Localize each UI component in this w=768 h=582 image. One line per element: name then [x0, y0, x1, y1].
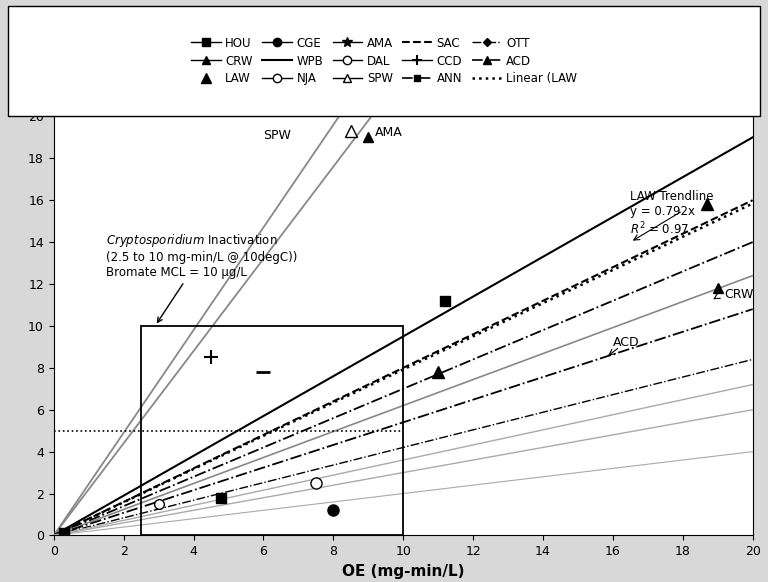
X-axis label: OE (mg-min/L): OE (mg-min/L)	[342, 564, 465, 579]
Text: ACD: ACD	[613, 336, 640, 349]
FancyBboxPatch shape	[8, 6, 760, 116]
Legend: HOU, CRW, LAW, CGE, WPB, NJA, AMA, DAL, SPW, SAC, CCD, ANN, OTT, ACD, Linear (LA: HOU, CRW, LAW, CGE, WPB, NJA, AMA, DAL, …	[187, 32, 581, 90]
Text: LAW Trendline
y = 0.792x
$R^2$ = 0.97: LAW Trendline y = 0.792x $R^2$ = 0.97	[631, 190, 713, 237]
Bar	[141, 326, 403, 535]
Text: SPW: SPW	[263, 129, 291, 141]
Text: AMA: AMA	[376, 126, 403, 140]
Text: $\it{Cryptosporidium}$ Inactivation
(2.5 to 10 mg-min/L @ 10degC))
Bromate MCL =: $\it{Cryptosporidium}$ Inactivation (2.5…	[106, 232, 297, 322]
Text: CRW: CRW	[725, 288, 754, 301]
